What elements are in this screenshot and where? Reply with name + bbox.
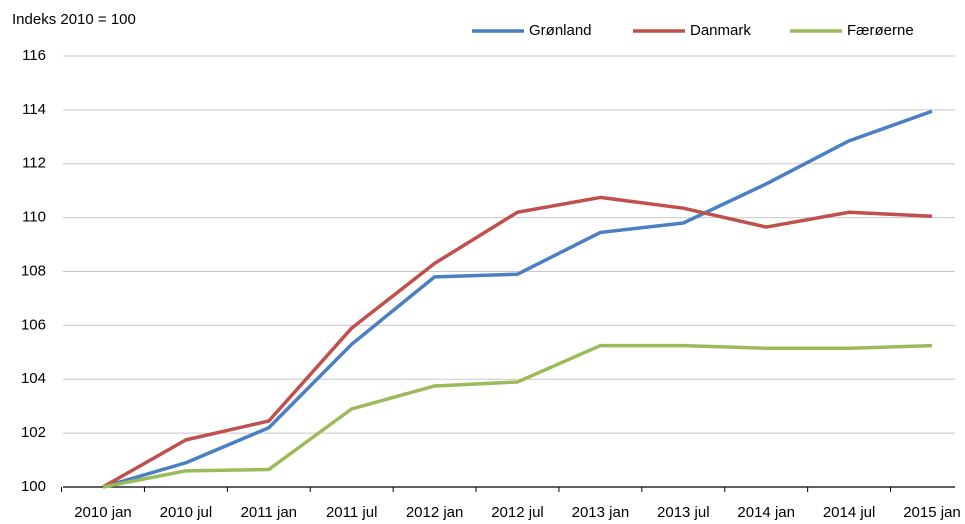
x-tick-label: 2011 jan — [241, 504, 297, 521]
x-tick-label: 2012 jul — [491, 504, 544, 521]
legend-label: Færøerne — [847, 22, 914, 39]
x-tick-label: 2010 jul — [160, 504, 213, 521]
x-tick-label: 2015 jan — [903, 504, 961, 521]
x-tick-label: 2012 jan — [406, 504, 464, 521]
legend-label: Grønland — [529, 22, 592, 39]
y-tick-label: 116 — [22, 47, 46, 64]
series-line — [102, 109, 933, 489]
y-tick-label: 112 — [22, 155, 46, 172]
x-tick-label: 2013 jan — [572, 504, 630, 521]
x-tick-label: 2014 jan — [737, 504, 795, 521]
y-tick-label: 110 — [22, 209, 46, 226]
y-tick-label: 114 — [22, 101, 46, 118]
y-tick-label: 100 — [21, 478, 46, 495]
series-line — [102, 195, 933, 489]
y-tick-label: 104 — [21, 370, 46, 387]
x-tick-label: 2011 jul — [326, 504, 377, 521]
x-tick-label: 2014 jul — [823, 504, 876, 521]
y-tick-label: 102 — [21, 424, 46, 441]
y-axis-label: Indeks 2010 = 100 — [12, 11, 136, 28]
y-tick-label: 108 — [21, 262, 46, 279]
series-line — [102, 343, 933, 489]
y-tick-label: 106 — [21, 316, 46, 333]
x-tick-label: 2013 jul — [657, 504, 710, 521]
x-tick-label: 2010 jan — [74, 504, 132, 521]
legend-label: Danmark — [690, 22, 751, 39]
